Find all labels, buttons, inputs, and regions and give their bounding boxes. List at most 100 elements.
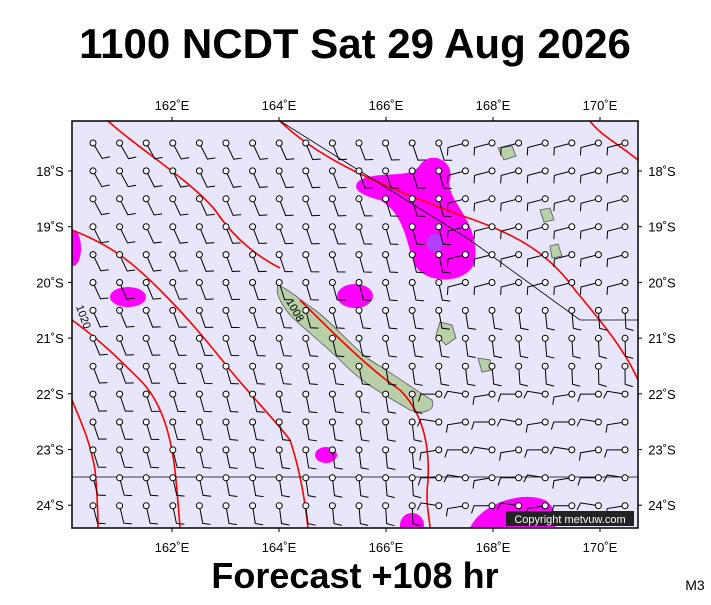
wind-barb: [331, 477, 343, 498]
wind-barb: [305, 310, 319, 329]
wind-barb: [606, 170, 626, 184]
station: [116, 223, 124, 231]
station: [515, 390, 523, 398]
station: [249, 362, 257, 370]
station: [594, 279, 602, 286]
forecast-label: Forecast +108 hr: [211, 555, 498, 596]
wind-barb: [252, 310, 266, 329]
station: [568, 251, 576, 259]
map-layers: [72, 121, 638, 528]
station: [275, 251, 283, 259]
wind-barb: [172, 338, 187, 356]
wind-barb: [416, 418, 439, 427]
station: [621, 251, 629, 259]
station: [142, 251, 150, 259]
wind-barb: [305, 226, 320, 245]
station: [408, 279, 416, 286]
station: [302, 334, 310, 342]
wind-barb: [198, 505, 211, 525]
wind-barb: [225, 254, 241, 272]
wind-barb: [225, 282, 240, 300]
wind-barb: [500, 226, 519, 240]
wind-barb: [119, 310, 135, 328]
wind-barb: [225, 310, 240, 329]
wind-barb: [358, 226, 373, 245]
wind-barb: [331, 505, 343, 526]
station: [382, 139, 390, 147]
wind-barb: [417, 477, 439, 486]
station: [328, 362, 336, 370]
station: [355, 446, 363, 454]
wind-barb: [198, 310, 214, 328]
wind-barb: [305, 394, 318, 414]
station: [222, 251, 230, 259]
station: [222, 418, 230, 426]
station: [568, 139, 576, 147]
station: [541, 279, 549, 286]
wind-barb: [225, 421, 239, 441]
station: [355, 306, 363, 314]
wind-barb: [605, 421, 626, 433]
station: [195, 306, 203, 314]
station: [169, 195, 177, 203]
wind-barbs: [89, 139, 634, 527]
station: [275, 279, 283, 286]
station: [195, 502, 203, 510]
station: [594, 446, 602, 454]
wind-barb: [225, 226, 241, 244]
lon-label: 166˚E: [369, 98, 404, 113]
wind-barb: [579, 198, 599, 212]
wind-barb: [172, 449, 186, 469]
station: [488, 251, 496, 259]
wind-barb: [92, 505, 106, 525]
wind-barb: [145, 254, 162, 272]
station: [488, 306, 496, 314]
station: [515, 279, 523, 286]
wind-barb: [385, 505, 395, 527]
wind-barb: [119, 282, 135, 300]
wind-barb: [119, 198, 136, 216]
wind-barb: [172, 170, 189, 188]
station: [568, 334, 576, 342]
station: [328, 474, 336, 482]
station: [461, 306, 469, 314]
wind-barb: [385, 394, 397, 414]
wind-barb: [446, 198, 466, 212]
station: [89, 474, 97, 482]
wind-barb: [571, 310, 582, 331]
station: [488, 502, 496, 510]
station: [488, 167, 496, 175]
station: [382, 195, 390, 203]
wind-barb: [385, 449, 396, 470]
station: [408, 139, 416, 147]
wind-barb: [385, 170, 400, 189]
wind-barb: [119, 170, 137, 188]
wind-barb: [464, 366, 476, 387]
wind-barb: [443, 474, 466, 483]
station: [302, 139, 310, 147]
wind-barb: [411, 394, 423, 414]
wind-barb: [416, 502, 439, 511]
wind-barb: [331, 142, 348, 161]
station: [195, 251, 203, 259]
wind-barb: [491, 310, 503, 331]
wind-barb: [579, 254, 599, 268]
wind-barb: [252, 198, 268, 217]
wind-barb: [438, 282, 451, 302]
lon-label: 168˚E: [476, 540, 511, 555]
station: [302, 390, 310, 398]
wind-barb: [145, 505, 159, 525]
wind-barb: [92, 254, 109, 272]
wind-barb: [331, 449, 343, 470]
station: [302, 223, 310, 231]
station: [515, 306, 523, 314]
station: [116, 362, 124, 370]
wind-barb: [526, 254, 546, 268]
station: [169, 306, 177, 314]
station: [515, 502, 523, 510]
station: [515, 362, 523, 370]
station: [355, 390, 363, 398]
station: [142, 446, 150, 454]
wind-barb: [385, 366, 397, 386]
station: [195, 223, 203, 231]
